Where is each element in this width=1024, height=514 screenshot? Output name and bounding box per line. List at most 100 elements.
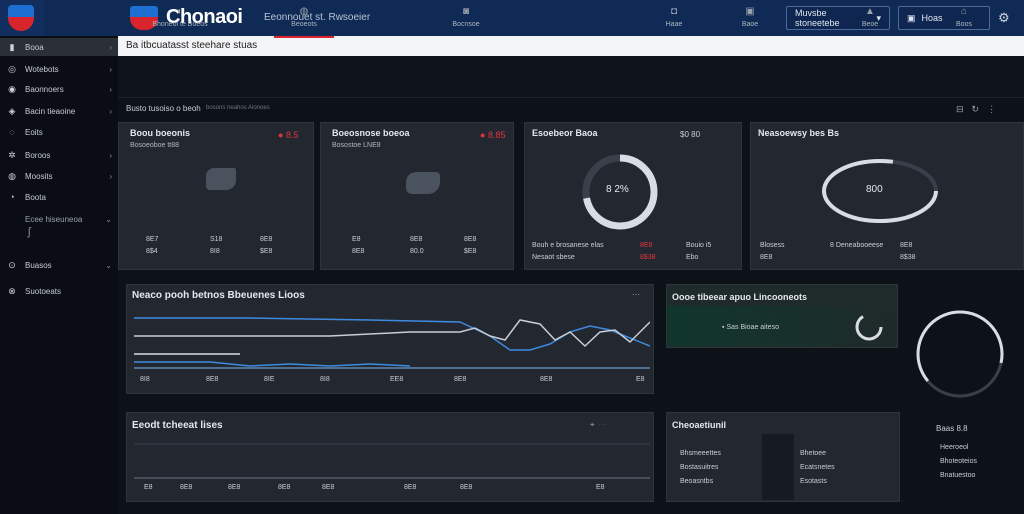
power-icon: ◔ [9, 192, 15, 202]
search-bar-text: Ba itbcuatasst steehare stuas [126, 40, 258, 51]
tab-4[interactable]: ◘ Haae [634, 6, 714, 28]
search-bar[interactable]: Ba itbcuatasst steehare stuas [118, 36, 1024, 56]
sidebar-item-label: Booa [25, 42, 44, 52]
tab-5[interactable]: ▣ Baoe [710, 6, 790, 28]
kpi-card-4[interactable] [750, 122, 1024, 270]
sidebar-item-2[interactable]: ◎ Wotebots › [0, 60, 118, 78]
kpi-row-key: Ebo [686, 254, 699, 261]
panel-actions[interactable]: ⌖⋯ [590, 420, 611, 430]
bottom-tick: 8E8 [404, 484, 417, 491]
kpi-card-2[interactable] [320, 122, 514, 270]
chevron-right-icon: › [109, 106, 112, 116]
sidebar-item-11[interactable]: ⊗ Suotoeats [0, 282, 118, 300]
notes-item[interactable]: Beoasntbs [680, 478, 714, 485]
kpi-stat-value: 8I8 [210, 248, 220, 255]
kpi-stat-value: $E8 [260, 248, 273, 255]
kpi-stat-value: 8$4 [146, 248, 158, 255]
user-button[interactable]: ▣ Hoas [898, 6, 990, 30]
chevron-right-icon: › [109, 42, 112, 52]
sidebar-item-label: Eoits [25, 127, 43, 137]
kpi-card-3[interactable] [524, 122, 742, 270]
side-info-line: Bhoteoteios [940, 458, 977, 465]
bottom-tick: 8E8 [180, 484, 193, 491]
trend-tick: 8IE [264, 376, 275, 383]
sidebar-item-8[interactable]: ◔ Boota [0, 188, 118, 206]
chevron-down-icon: ▾ [876, 12, 881, 23]
refresh-icon[interactable]: ↻ [971, 104, 988, 114]
toolbar-icons[interactable]: ⊟↻⋮ [956, 104, 1004, 115]
sidebar-item-3[interactable]: ◉ Baonnoers › [0, 80, 118, 98]
kpi-card-1[interactable] [118, 122, 314, 270]
kpi-subtitle: Bosostoe LNE8 [332, 142, 381, 149]
shield-logo-icon [8, 5, 34, 31]
tools-icon: ʃ [28, 226, 31, 238]
notes-item[interactable]: Bostasuitres [680, 464, 719, 471]
kpi-stat-key: 8E8 [410, 236, 423, 243]
side-info-value: Baas 8.8 [936, 424, 968, 433]
sidebar-item-10[interactable]: ⊙ Buasos ⌄ [0, 256, 118, 274]
bottom-tick: 8E8 [228, 484, 241, 491]
kpi-stat-key: E8 [352, 236, 361, 243]
sidebar-item-4[interactable]: ◈ Bacin tieaoine › [0, 102, 118, 120]
map-icon [206, 168, 236, 190]
brand-shield-icon [130, 6, 158, 30]
more-icon[interactable]: ⋯ [632, 290, 640, 299]
alert-dot-icon: ● [480, 130, 486, 140]
pin-icon[interactable]: ⌖ [590, 420, 599, 429]
series-line-4 [134, 361, 411, 367]
chart-icon: ▮ [9, 41, 15, 52]
tab-bar [118, 56, 1024, 98]
notes-item[interactable]: Esotasts [800, 478, 827, 485]
tab-label: Haae [665, 21, 683, 28]
chevron-right-icon: › [109, 171, 112, 181]
sidebar-item-6[interactable]: ✲ Boroos › [0, 146, 118, 164]
chevron-right-icon: › [109, 64, 112, 74]
bottom-panel[interactable] [126, 412, 654, 502]
app-logo[interactable] [0, 0, 44, 36]
tab-label: Bhoneoi te Boeos [152, 21, 208, 28]
sidebar-item-1[interactable]: ▮ Booa › [0, 38, 118, 56]
settings-icon: ◈ [8, 105, 16, 116]
trend-tick: 8E8 [454, 376, 467, 383]
tab-7[interactable]: ⌂ Boos [924, 6, 1004, 28]
chevron-right-icon: › [109, 150, 112, 160]
alert-text: ▪ Sas Bioae aiteso [722, 324, 779, 331]
settings-icon[interactable]: ⚙ [998, 10, 1010, 25]
filter-icon[interactable]: ⊟ [956, 104, 972, 114]
kpi-delta: ● 8.85 [480, 130, 505, 140]
link-icon: ⊙ [8, 259, 16, 270]
more-icon[interactable]: ⋮ [987, 104, 1005, 114]
tab-6[interactable]: ▲ Beoe [830, 6, 910, 28]
tab-3[interactable]: ◙ Bocnsoe [426, 6, 506, 28]
notes-item[interactable]: Bhetoee [800, 450, 827, 457]
kpi-stat-value: 8E8 [352, 248, 365, 255]
more-icon[interactable]: ⋯ [598, 420, 611, 429]
sidebar-item-label: Suotoeats [25, 286, 62, 296]
notes-item[interactable]: Bhsmeeettes [680, 450, 721, 457]
sidebar-item-7[interactable]: ◍ Moosits › [0, 167, 118, 185]
kpi-title: Boou boeonis [130, 128, 190, 138]
grid-icon: ◎ [8, 63, 16, 74]
tab-1[interactable]: ◐ Bhoneoi te Boeos [140, 6, 220, 28]
chevron-down-icon: ⌄ [105, 214, 112, 224]
kpi-stat-value: 80.0 [410, 248, 424, 255]
bottom-tick: 8E8 [278, 484, 291, 491]
bottom-title: Eeodt tcheeat lises [132, 420, 223, 431]
kpi-row-key: 8E8 [760, 254, 773, 261]
kpi-row-key: Bouio i5 [686, 242, 712, 249]
flame-icon: ◐ [176, 6, 184, 17]
site-selector-button[interactable]: Muvsbe stoneetebe ▾ [786, 6, 890, 30]
bottom-tick: E8 [144, 484, 153, 491]
sidebar-item-label: Boroos [25, 150, 51, 160]
tab-label: Boos [956, 21, 972, 28]
trend-panel[interactable] [126, 284, 654, 394]
gauge-value: 8 2% [606, 184, 629, 195]
gauge-arc [582, 154, 658, 230]
kpi-stat-key: S18 [210, 236, 223, 243]
sidebar-item-5[interactable]: ◌ Eoits [0, 123, 118, 141]
side-info-line: Heeroeol [940, 444, 969, 451]
sidebar-item-9[interactable]: Ecee hiseuneoa ⌄ [0, 210, 118, 228]
kpi-row-value: 8$38 [900, 254, 916, 261]
notes-item[interactable]: Ecatsnetes [800, 464, 835, 471]
tab-2[interactable]: ◍ Beoeots [264, 6, 344, 38]
